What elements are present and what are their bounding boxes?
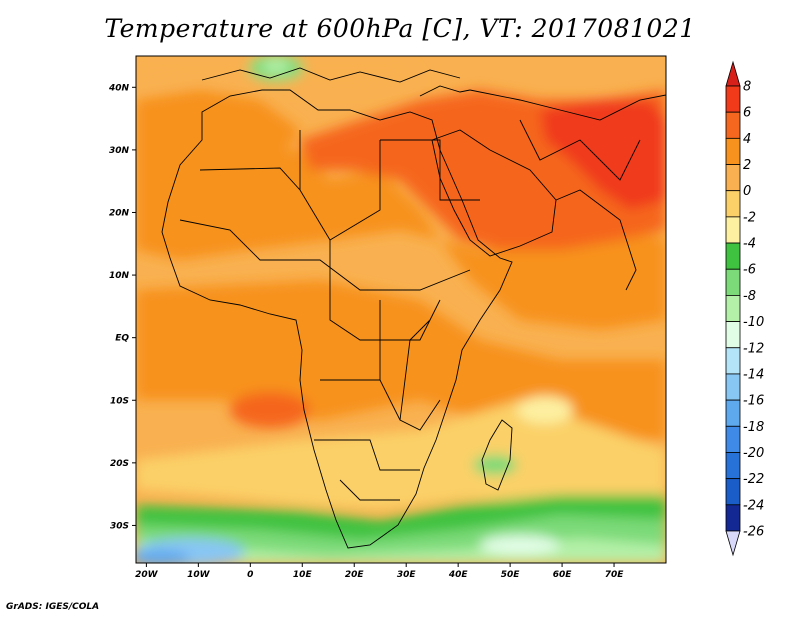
colorbar-swatch bbox=[725, 137, 741, 165]
colorbar-swatch bbox=[725, 373, 741, 401]
field-nw-africa bbox=[136, 90, 300, 180]
x-tick-label: 20E bbox=[345, 570, 365, 580]
border-8 bbox=[339, 479, 400, 501]
border-3 bbox=[380, 139, 480, 201]
colorbar-label: -16 bbox=[743, 394, 764, 409]
x-tick-label: 40E bbox=[448, 570, 469, 580]
colorbar-swatch bbox=[725, 347, 741, 375]
y-tick-label: 30N bbox=[109, 146, 130, 156]
colorbar-label: -2 bbox=[743, 210, 756, 225]
colorbar-label: 0 bbox=[743, 184, 751, 199]
y-tick-label: 10N bbox=[109, 271, 130, 281]
x-tick-label: 10W bbox=[187, 570, 211, 580]
map-title: Temperature at 600hPa [C], VT: 201708102… bbox=[104, 14, 696, 43]
y-tick-label: 10S bbox=[110, 396, 129, 406]
field-indian-pale bbox=[517, 396, 573, 424]
madagascar-coastline bbox=[481, 419, 513, 491]
colorbar-swatch bbox=[725, 478, 741, 506]
x-tick-label: 70E bbox=[605, 570, 625, 580]
field-atlantic-warm bbox=[230, 392, 310, 428]
plot-frame bbox=[135, 55, 667, 564]
credit-text: GrADS: IGES/COLA bbox=[6, 602, 100, 612]
x-tick-label: 50E bbox=[501, 570, 521, 580]
colorbar-swatch bbox=[725, 425, 741, 453]
colorbar: 8 6 4 2 0 -2 -4 -6 -8 -10 -12 -14 -16 -18 -20 -22 -24 -26 bbox=[725, 60, 764, 557]
colorbar-label: -18 bbox=[743, 420, 764, 435]
colorbar-swatch bbox=[725, 399, 741, 427]
border-1 bbox=[199, 140, 381, 241]
colorbar-label: -26 bbox=[743, 525, 764, 540]
colorbar-swatch bbox=[725, 504, 741, 532]
border-4 bbox=[179, 219, 471, 291]
colorbar-swatch bbox=[725, 216, 741, 244]
colorbar-bottom-arrow bbox=[725, 530, 741, 557]
colorbar-label: 6 bbox=[743, 106, 751, 121]
y-tick-label: 20S bbox=[110, 459, 129, 469]
colorbar-label: -4 bbox=[743, 237, 756, 252]
colorbar-swatch bbox=[725, 111, 741, 139]
field-sahel-warm bbox=[136, 150, 666, 330]
field-iran-hottest bbox=[540, 100, 666, 210]
x-tick-label: 0 bbox=[247, 570, 253, 580]
colorbar-label: -24 bbox=[743, 498, 764, 513]
colorbar-label: -22 bbox=[743, 472, 764, 487]
colorbar-label: -12 bbox=[743, 341, 764, 356]
border-10 bbox=[399, 319, 431, 421]
y-tick-label: 40N bbox=[108, 83, 130, 93]
anatolia-coastline bbox=[419, 85, 471, 97]
colorbar-label: -10 bbox=[743, 315, 764, 330]
colorbar-swatch bbox=[725, 164, 741, 192]
africa-coastline bbox=[161, 89, 513, 549]
colorbar-swatch bbox=[725, 190, 741, 218]
field-europe-colder bbox=[262, 59, 290, 73]
colorbar-label: -20 bbox=[743, 446, 764, 461]
colorbar-label: -6 bbox=[743, 263, 756, 278]
arabia-coastline bbox=[431, 129, 557, 257]
border-7 bbox=[314, 439, 420, 471]
field-antarctic-blue-2 bbox=[136, 550, 190, 563]
colorbar-label: -14 bbox=[743, 367, 764, 382]
colorbar-swatch bbox=[725, 321, 741, 349]
field-south-pale bbox=[480, 535, 560, 555]
border-5 bbox=[329, 240, 441, 341]
x-axis: 20W 10W 0 10E 20E 30E 40E 50E 60E 70E bbox=[135, 563, 624, 580]
border-11 bbox=[519, 119, 641, 181]
y-tick-label: 30S bbox=[110, 521, 129, 531]
x-tick-label: 30E bbox=[397, 570, 417, 580]
colorbar-label: -8 bbox=[743, 289, 756, 304]
colorbar-label: 4 bbox=[743, 132, 751, 147]
field-southern-cool bbox=[136, 400, 666, 510]
x-tick-label: 60E bbox=[553, 570, 573, 580]
colorbar-swatch bbox=[725, 268, 741, 296]
y-tick-label: 20N bbox=[109, 208, 130, 218]
y-tick-label: EQ bbox=[115, 334, 129, 344]
temperature-field bbox=[136, 56, 666, 563]
x-tick-label: 20W bbox=[135, 570, 159, 580]
colorbar-swatch bbox=[725, 295, 741, 322]
coastlines bbox=[161, 67, 666, 549]
india-coastline bbox=[555, 189, 637, 291]
colorbar-top-arrow bbox=[725, 60, 741, 87]
colorbar-swatch bbox=[725, 452, 741, 480]
colorbar-swatch bbox=[725, 242, 741, 270]
europe-coastline bbox=[201, 67, 461, 83]
x-tick-label: 10E bbox=[293, 570, 313, 580]
asia-coastline bbox=[469, 89, 666, 121]
colorbar-label: 8 bbox=[743, 80, 751, 95]
colorbar-swatch bbox=[725, 85, 741, 113]
y-axis: 40N 30N 20N 10N EQ 10S 20S 30S bbox=[108, 83, 136, 531]
colorbar-label: 2 bbox=[743, 158, 751, 173]
